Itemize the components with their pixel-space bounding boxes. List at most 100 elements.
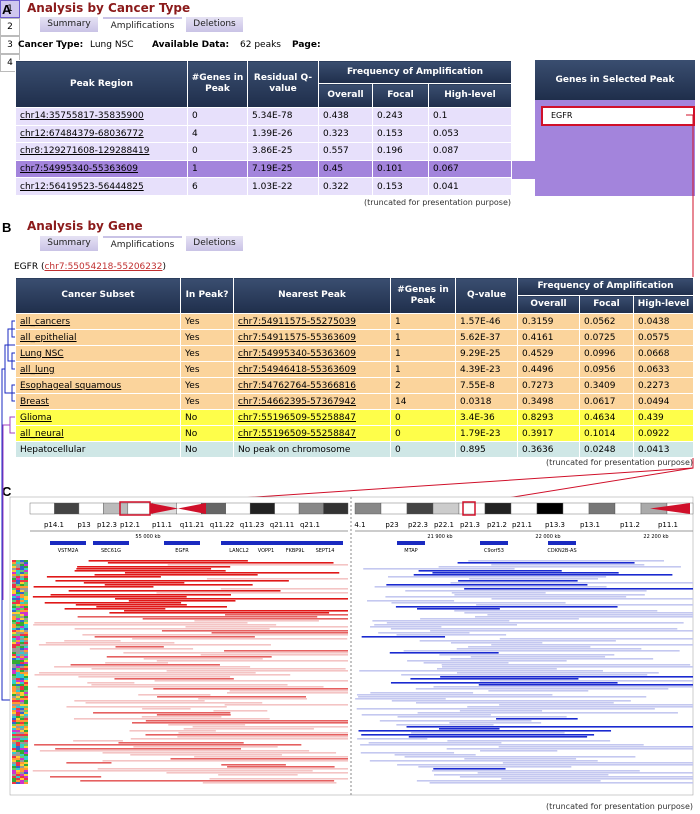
- sample-color: [16, 686, 20, 688]
- gene-locus[interactable]: chr7:55054218-55206232: [44, 262, 163, 272]
- table-row[interactable]: all_cancers Yes chr7:54911575-55275039 1 1.5…: [15, 313, 694, 330]
- cell: 3.4E-36: [455, 409, 518, 426]
- sample-color: [24, 734, 28, 736]
- table-row[interactable]: Hepatocellular No No peak on chromosome 0 0.…: [15, 441, 694, 458]
- panel-label: B: [2, 220, 12, 235]
- cn-segment: [501, 778, 693, 780]
- cell: all_epithelial: [15, 329, 181, 346]
- cn-segment: [418, 570, 562, 572]
- sample-color: [12, 722, 16, 724]
- sample-color: [20, 760, 24, 762]
- table-row[interactable]: chr12:67484379-68036772 4 1.39E-26 0.323 0.1…: [15, 124, 512, 144]
- table-row[interactable]: chr8:129271608-129288419 0 3.86E-25 0.557 0.…: [15, 142, 512, 161]
- cn-segment: [78, 676, 231, 678]
- sample-color: [16, 618, 20, 620]
- cn-segment: [369, 760, 598, 762]
- cn-segment: [408, 736, 588, 738]
- sample-color: [12, 604, 16, 606]
- page-button[interactable]: 1: [0, 0, 20, 18]
- gene-model: [248, 541, 284, 545]
- table-row[interactable]: Lung NSC Yes chr7:54995340-55363609 1 9.29E-…: [15, 345, 694, 362]
- page-button[interactable]: 2: [0, 18, 20, 36]
- sample-color: [24, 650, 28, 652]
- chrom-band: [562, 502, 590, 515]
- cn-segment: [403, 650, 680, 652]
- table-row[interactable]: chr12:56419523-56444825 6 1.03E-22 0.322 0.1…: [15, 177, 512, 196]
- table-row[interactable]: Breast Yes chr7:54662395-57367942 14 0.0318 0…: [15, 393, 694, 410]
- sample-color: [20, 656, 24, 658]
- sample-color: [24, 596, 28, 598]
- cn-segment: [225, 614, 348, 616]
- cn-segment: [499, 638, 693, 640]
- cn-segment: [124, 610, 348, 612]
- sample-color: [20, 682, 24, 684]
- sample-color: [16, 778, 20, 780]
- cell: 0.3159: [517, 313, 580, 330]
- cn-segment: [434, 774, 609, 776]
- sample-color: [24, 738, 28, 740]
- chrom-band: [274, 502, 300, 515]
- sample-color: [16, 598, 20, 600]
- sample-color: [24, 732, 28, 734]
- cn-segment: [396, 724, 494, 726]
- sample-color: [12, 662, 16, 664]
- sample-color: [12, 652, 16, 654]
- tab[interactable]: Amplifications: [103, 17, 182, 32]
- sample-color: [20, 678, 24, 680]
- sample-color: [20, 706, 24, 708]
- sample-color: [12, 726, 16, 728]
- cn-segment: [475, 616, 693, 618]
- sample-color: [16, 566, 20, 568]
- table-row[interactable]: chr7:54995340-55363609 1 7.19E-25 0.45 0.101…: [15, 159, 512, 179]
- tab[interactable]: Amplifications: [103, 236, 182, 251]
- sample-color: [12, 716, 16, 718]
- sample-color: [16, 634, 20, 636]
- band-label: 4.1: [354, 521, 365, 529]
- gene-item[interactable]: EGFR: [541, 106, 695, 126]
- sample-color: [16, 708, 20, 710]
- selection-connector: [511, 161, 537, 179]
- sample-color: [24, 764, 28, 766]
- cn-segment: [224, 650, 348, 652]
- sample-color: [12, 732, 16, 734]
- cn-segment: [458, 580, 578, 582]
- panel-label: C: [2, 484, 12, 499]
- cn-segment: [50, 776, 102, 778]
- sample-color: [20, 604, 24, 606]
- cn-segment: [102, 752, 337, 754]
- sample-color: [20, 570, 24, 572]
- page-button[interactable]: 3: [0, 36, 20, 54]
- cn-segment: [379, 720, 532, 722]
- tab[interactable]: Summary: [40, 17, 98, 32]
- cn-segment: [183, 728, 314, 730]
- sample-color: [16, 604, 20, 606]
- sample-color: [20, 730, 24, 732]
- table-row[interactable]: all_lung Yes chr7:54946418-55363609 1 4.39E-…: [15, 361, 694, 378]
- tab[interactable]: Deletions: [186, 236, 243, 251]
- cell: 5.62E-37: [455, 329, 518, 346]
- cell: chr7:54995340-55363609: [233, 345, 391, 362]
- cell: 0.053: [428, 124, 512, 144]
- cn-segment: [104, 584, 253, 586]
- cell: 0.0562: [579, 313, 634, 330]
- sample-color: [24, 560, 28, 562]
- cn-segment: [54, 666, 251, 668]
- cn-segment: [105, 662, 169, 664]
- cn-segment: [464, 588, 693, 590]
- table-row[interactable]: Glioma No chr7:55196509-55258847 0 3.4E-36 0.…: [15, 409, 694, 426]
- cn-segment: [145, 720, 348, 722]
- tab[interactable]: Summary: [40, 236, 98, 251]
- tab[interactable]: Deletions: [186, 17, 243, 32]
- sample-color: [12, 698, 16, 700]
- sample-color: [20, 652, 24, 654]
- sample-color: [24, 758, 28, 760]
- sample-color: [16, 684, 20, 686]
- table-row[interactable]: Esophageal squamous Yes chr7:54762764-5536…: [15, 377, 694, 394]
- cn-segment: [194, 756, 348, 758]
- cn-segment: [361, 636, 446, 638]
- table-row[interactable]: chr14:35755817-35835900 0 5.34E-78 0.438 0.2…: [15, 107, 512, 126]
- table-row[interactable]: all_neural No chr7:55196509-55258847 0 1.79E…: [15, 425, 694, 442]
- band-label: q21.11: [270, 521, 294, 529]
- table-row[interactable]: all_epithelial Yes chr7:54911575-55363609 1…: [15, 329, 694, 346]
